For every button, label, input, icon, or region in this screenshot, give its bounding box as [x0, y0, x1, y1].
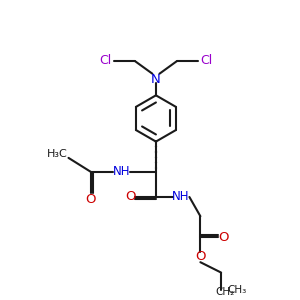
Text: O: O — [195, 250, 206, 263]
Text: CH₂: CH₂ — [215, 287, 234, 297]
Text: NH: NH — [172, 190, 190, 203]
Text: O: O — [85, 193, 96, 206]
Text: N: N — [151, 73, 161, 85]
Text: H₃C: H₃C — [47, 149, 68, 159]
Text: NH: NH — [113, 165, 130, 178]
Text: Cl: Cl — [99, 54, 112, 67]
Text: Cl: Cl — [200, 54, 212, 67]
Text: CH₃: CH₃ — [228, 285, 247, 296]
Text: O: O — [218, 230, 229, 244]
Text: O: O — [125, 190, 135, 203]
